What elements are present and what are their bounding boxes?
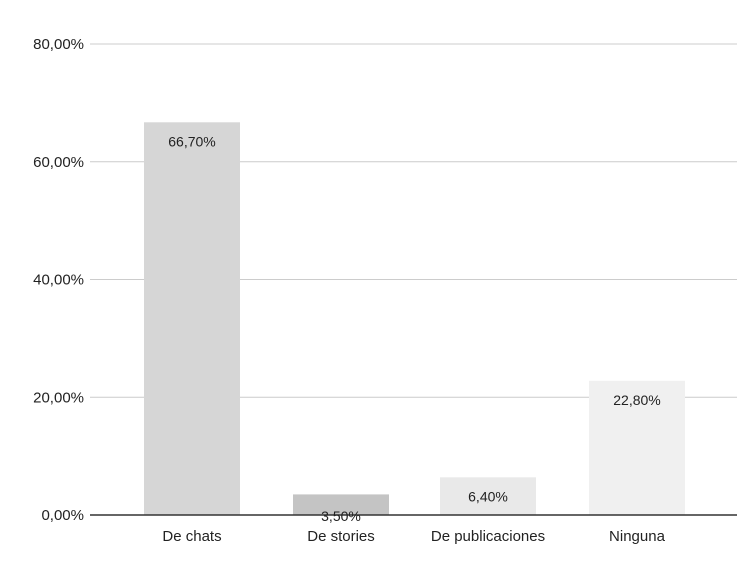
bar — [589, 380, 685, 515]
data-label: 3,50% — [321, 508, 361, 524]
data-label: 22,80% — [613, 392, 660, 408]
y-axis-tick-labels: 0,00% 20,00% 40,00% 60,00% 80,00% — [33, 36, 84, 524]
x-tick-label: De stories — [307, 528, 375, 545]
data-label: 6,40% — [468, 488, 508, 504]
y-tick-label: 20,00% — [33, 389, 84, 406]
bars — [144, 122, 685, 516]
bar — [293, 494, 389, 515]
y-tick-label: 40,00% — [33, 272, 84, 289]
x-tick-label: De publicaciones — [431, 528, 545, 545]
y-tick-label: 60,00% — [33, 154, 84, 171]
bar — [144, 122, 240, 516]
x-tick-label: Ninguna — [609, 528, 666, 545]
x-tick-label: De chats — [162, 528, 221, 545]
data-label: 66,70% — [168, 133, 215, 149]
y-tick-label: 0,00% — [41, 507, 84, 524]
bar — [440, 477, 536, 515]
y-tick-label: 80,00% — [33, 36, 84, 53]
x-axis-category-labels: De chats De stories De publicaciones Ningun… — [162, 528, 665, 545]
bar-data-labels: 66,70% 3,50% 6,40% 22,80% — [168, 133, 660, 524]
